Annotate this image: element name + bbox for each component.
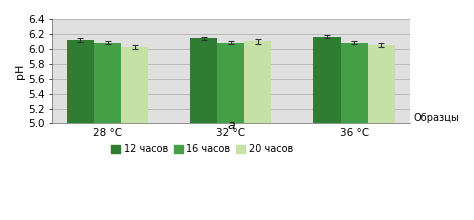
Bar (340, 43, 368, 220)
Y-axis label: pH: pH (15, 64, 25, 79)
Bar (313, 37, 340, 220)
Bar (245, 41, 272, 220)
Legend: 12 часов, 16 часов, 20 часов: 12 часов, 16 часов, 20 часов (107, 141, 297, 158)
Bar (121, 47, 148, 220)
Bar (217, 43, 245, 220)
Bar (67, 40, 94, 220)
Bar (368, 45, 395, 220)
Text: Образцы: Образцы (413, 114, 459, 123)
Bar (94, 43, 121, 220)
Text: a: a (227, 119, 235, 132)
Bar (190, 38, 217, 220)
